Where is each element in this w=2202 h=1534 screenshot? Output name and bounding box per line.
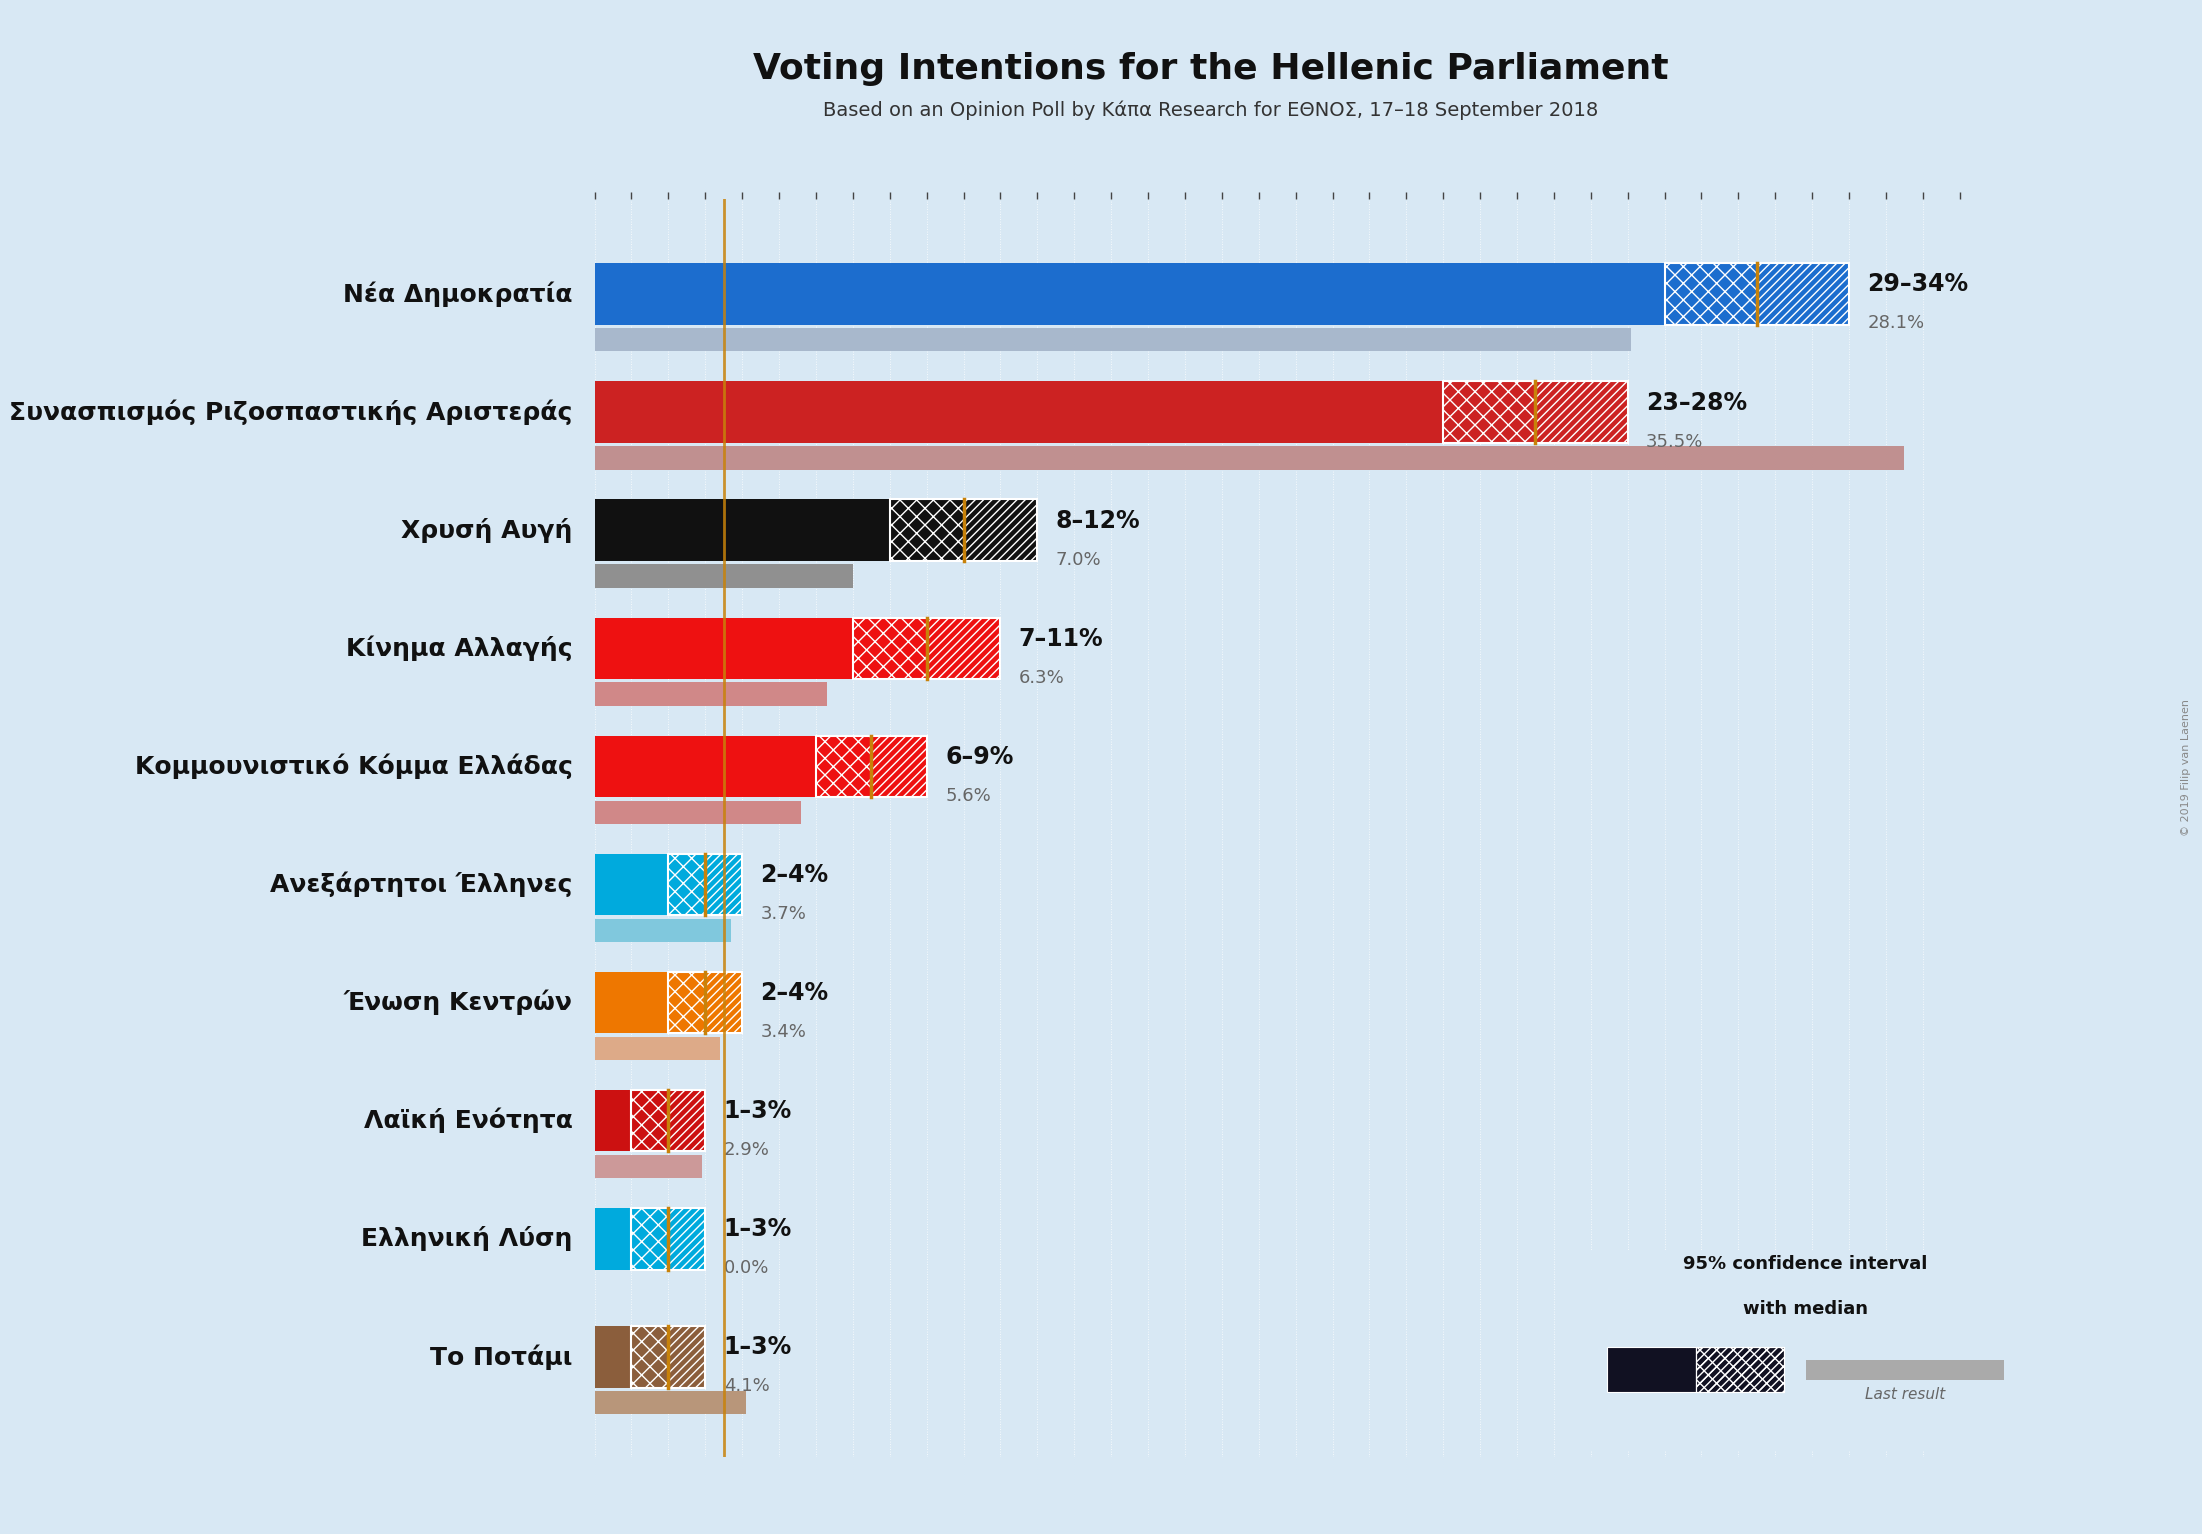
Bar	[669, 1327, 705, 1388]
Bar	[1757, 264, 1850, 325]
Bar	[1696, 1347, 1784, 1393]
Text: 2–4%: 2–4%	[760, 864, 828, 887]
Bar	[632, 1209, 705, 1270]
Bar	[1665, 264, 1757, 325]
Text: 4.1%: 4.1%	[724, 1378, 768, 1396]
Bar	[595, 446, 1905, 469]
Text: Ένωση Κεντρών: Ένωση Κεντρών	[344, 989, 573, 1016]
Text: 29–34%: 29–34%	[1867, 273, 1969, 296]
Bar	[595, 973, 669, 1034]
Bar	[632, 1327, 669, 1388]
Bar	[595, 382, 1442, 443]
Bar	[817, 736, 872, 798]
Bar	[852, 618, 927, 680]
Bar	[595, 1037, 720, 1060]
Text: Voting Intentions for the Hellenic Parliament: Voting Intentions for the Hellenic Parli…	[753, 52, 1669, 86]
Text: 3.4%: 3.4%	[760, 1023, 806, 1042]
Bar	[632, 1327, 705, 1388]
Text: Based on an Opinion Poll by Κάπα Research for ΕΘΝΟΣ, 17–18 September 2018: Based on an Opinion Poll by Κάπα Researc…	[824, 101, 1599, 120]
Bar	[1806, 1359, 2004, 1381]
Text: 6–9%: 6–9%	[945, 746, 1013, 769]
Text: 3.7%: 3.7%	[760, 905, 806, 923]
Bar	[595, 1155, 702, 1178]
Text: Το Ποτάμι: Το Ποτάμι	[429, 1344, 573, 1370]
Bar	[595, 565, 852, 588]
Text: © 2019 Filip van Laenen: © 2019 Filip van Laenen	[2180, 698, 2191, 836]
Bar	[595, 1091, 632, 1152]
Bar	[817, 736, 927, 798]
Bar	[595, 854, 669, 916]
Bar	[1665, 264, 1850, 325]
Text: with median: with median	[1744, 1301, 1867, 1318]
Bar	[890, 500, 1037, 561]
Text: Λαϊκή Ενότητα: Λαϊκή Ενότητα	[363, 1108, 573, 1134]
Text: 0.0%: 0.0%	[724, 1259, 768, 1278]
Text: 1–3%: 1–3%	[724, 1336, 793, 1359]
Bar	[705, 973, 742, 1034]
Text: 1–3%: 1–3%	[724, 1218, 793, 1241]
Bar	[669, 1209, 705, 1270]
Bar	[852, 618, 1000, 680]
Text: Ανεξάρτητοι Έλληνες: Ανεξάρτητοι Έλληνες	[271, 871, 573, 897]
Text: Κίνημα Αλλαγής: Κίνημα Αλλαγής	[346, 635, 573, 661]
Bar	[595, 1391, 746, 1414]
Text: 1–3%: 1–3%	[724, 1100, 793, 1123]
Bar	[964, 500, 1037, 561]
Bar	[595, 618, 852, 680]
Bar	[669, 1091, 705, 1152]
Bar	[927, 618, 1000, 680]
Text: 8–12%: 8–12%	[1055, 509, 1141, 532]
Bar	[1442, 382, 1627, 443]
Text: 23–28%: 23–28%	[1647, 391, 1746, 414]
Text: Νέα Δημοκρατία: Νέα Δημοκρατία	[344, 281, 573, 307]
Bar	[669, 973, 705, 1034]
Bar	[669, 854, 742, 916]
Bar	[669, 854, 705, 916]
Bar	[1442, 382, 1535, 443]
Bar	[632, 1091, 705, 1152]
Bar	[632, 1209, 669, 1270]
Text: Ελληνική Λύση: Ελληνική Λύση	[361, 1226, 573, 1252]
Bar	[595, 919, 731, 942]
Text: 95% confidence interval: 95% confidence interval	[1685, 1255, 1927, 1273]
Bar	[890, 500, 964, 561]
Bar	[595, 1327, 632, 1388]
Text: 2–4%: 2–4%	[760, 982, 828, 1005]
Text: 28.1%: 28.1%	[1867, 314, 1925, 333]
Bar	[705, 854, 742, 916]
Bar	[872, 736, 927, 798]
Text: 7.0%: 7.0%	[1055, 551, 1101, 569]
Bar	[1696, 1347, 1784, 1393]
Bar	[595, 1209, 632, 1270]
Text: 5.6%: 5.6%	[945, 787, 991, 805]
Text: Χρυσή Αυγή: Χρυσή Αυγή	[401, 517, 573, 543]
Bar	[632, 1091, 669, 1152]
Bar	[595, 264, 1665, 325]
Bar	[595, 328, 1632, 351]
Bar	[595, 736, 817, 798]
Text: Last result: Last result	[1865, 1387, 1944, 1402]
Bar	[1535, 382, 1627, 443]
Text: 2.9%: 2.9%	[724, 1141, 768, 1160]
Text: Κομμουνιστικό Κόμμα Ελλάδας: Κομμουνιστικό Κόμμα Ελλάδας	[134, 753, 573, 779]
Text: 7–11%: 7–11%	[1020, 627, 1103, 650]
Text: 35.5%: 35.5%	[1647, 433, 1704, 451]
Text: Συνασπισμός Ριζοσπαστικής Αριστεράς: Συνασπισμός Ριζοσπαστικής Αριστεράς	[9, 399, 573, 425]
Text: 6.3%: 6.3%	[1020, 669, 1064, 687]
Bar	[595, 801, 802, 824]
Bar	[669, 973, 742, 1034]
Bar	[595, 500, 890, 561]
Bar	[595, 683, 828, 706]
Bar	[1607, 1347, 1696, 1393]
